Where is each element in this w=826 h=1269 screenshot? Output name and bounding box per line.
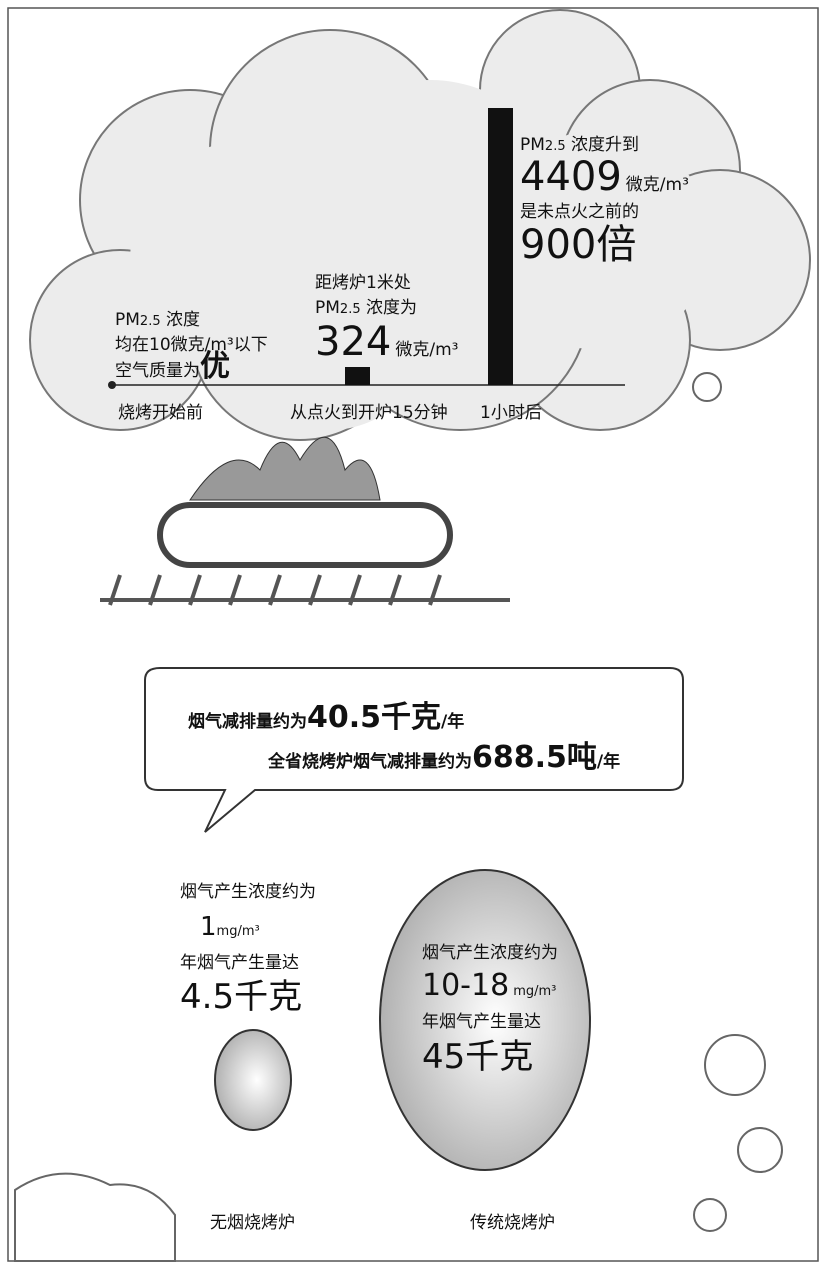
text: 烟气减排量约为: [188, 711, 307, 732]
mid-line1: 距烤炉1米处: [315, 273, 411, 293]
smokeless-label: 无烟烧烤炉: [210, 1213, 295, 1233]
pm-sub: 2.5: [340, 302, 361, 317]
grade: 优: [200, 349, 230, 384]
pm: PM: [520, 135, 545, 155]
traditional-amount: 45千克: [422, 1037, 533, 1077]
label-before: 烧烤开始前: [118, 403, 203, 423]
unit: mg/m³: [217, 924, 260, 939]
smokeless-amount: 4.5千克: [180, 977, 302, 1017]
label-after: 1小时后: [480, 403, 542, 423]
value: 688.5吨: [472, 740, 597, 775]
smokeless-line3: 年烟气产生量达: [180, 953, 299, 973]
after-line1: PM2.5 浓度升到: [520, 135, 639, 155]
value: 40.5千克: [307, 700, 441, 735]
smokeless-line1: 烟气产生浓度约为: [180, 882, 316, 902]
mid-line2: PM2.5 浓度为: [315, 298, 417, 318]
bar-15min: [345, 367, 370, 385]
pm-sub: 2.5: [140, 314, 161, 329]
unit: 微克/m³: [395, 340, 458, 360]
pm: PM: [315, 298, 340, 318]
unit: mg/m³: [513, 984, 556, 999]
label-mid: 从点火到开炉15分钟: [290, 403, 448, 423]
value: 4409: [520, 154, 622, 200]
unit: 微克/m³: [626, 175, 689, 195]
infographic: PM2.5 浓度 均在10微克/m³以下 空气质量为优 烧烤开始前 距烤炉1米处…: [0, 0, 826, 1269]
value: 324: [315, 319, 391, 365]
page: PM2.5 浓度 均在10微克/m³以下 空气质量为优 烧烤开始前 距烤炉1米处…: [0, 0, 826, 1269]
after-line3: 是未点火之前的: [520, 202, 639, 222]
value: 10-18: [422, 968, 509, 1003]
text: 浓度为: [366, 298, 417, 318]
pm: PM: [115, 310, 140, 330]
pm-sub: 2.5: [545, 139, 566, 154]
bar-1h: [488, 108, 513, 385]
small-ellipse: [215, 1030, 291, 1130]
traditional-label: 传统烧烤炉: [470, 1213, 555, 1233]
unit: /年: [441, 711, 464, 732]
text: 全省烧烤炉烟气减排量约为: [267, 751, 472, 772]
value: 1: [200, 912, 217, 942]
traditional-line1: 烟气产生浓度约为: [422, 943, 558, 963]
before-line2: 均在10微克/m³以下: [115, 335, 268, 355]
timeline-dot: [108, 381, 116, 389]
text: 浓度: [166, 310, 200, 330]
text: 浓度升到: [571, 135, 639, 155]
after-ratio: 900倍: [520, 222, 636, 268]
text: 空气质量为: [115, 361, 200, 381]
traditional-line3: 年烟气产生量达: [422, 1012, 541, 1032]
unit: /年: [597, 751, 620, 772]
